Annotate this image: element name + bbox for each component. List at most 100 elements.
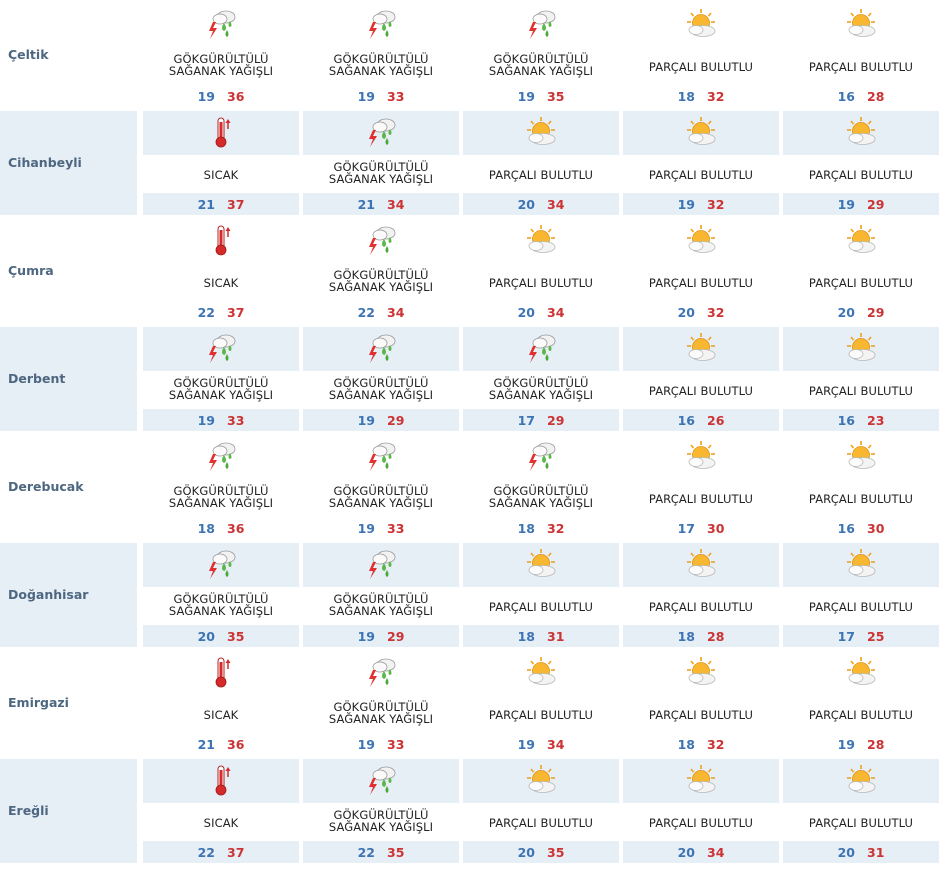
temperatures: 22 37 xyxy=(143,845,299,860)
city-name[interactable]: Çeltik xyxy=(8,47,49,62)
forecast-day-cell: GÖKGÜRÜLTÜLÜ SAĞANAK YAĞIŞLI 22 35 xyxy=(303,759,459,863)
weather-description: SICAK xyxy=(143,169,299,181)
max-temp: 33 xyxy=(387,737,405,752)
forecast-row: Cihanbeyli SICAK 21 37 GÖKGÜRÜLTÜLÜ SAĞANAK Y… xyxy=(0,111,950,215)
max-temp: 35 xyxy=(227,629,245,644)
min-temp: 22 xyxy=(197,305,215,320)
thunder-shower-icon xyxy=(364,547,398,581)
min-temp: 20 xyxy=(517,845,535,860)
band xyxy=(143,841,299,863)
forecast-day-cell: GÖKGÜRÜLTÜLÜ SAĞANAK YAĞIŞLI 19 33 xyxy=(303,3,459,107)
partly-cloudy-icon xyxy=(524,763,558,797)
min-temp: 20 xyxy=(837,305,855,320)
weather-description: PARÇALI BULUTLU xyxy=(623,169,779,181)
weather-description: GÖKGÜRÜLTÜLÜ SAĞANAK YAĞIŞLI xyxy=(463,377,619,401)
weather-description-line: SICAK xyxy=(203,276,239,290)
max-temp: 28 xyxy=(867,89,885,104)
band xyxy=(463,841,619,863)
city-name[interactable]: Cihanbeyli xyxy=(8,155,82,170)
weather-description: GÖKGÜRÜLTÜLÜ SAĞANAK YAĞIŞLI xyxy=(463,53,619,77)
min-temp: 18 xyxy=(517,629,535,644)
city-name[interactable]: Emirgazi xyxy=(8,695,69,710)
partly-cloudy-icon xyxy=(844,439,878,473)
band xyxy=(143,327,299,371)
thunder-shower-icon xyxy=(524,439,558,473)
weather-description-line: SAĞANAK YAĞIŞLI xyxy=(328,280,434,294)
band xyxy=(303,759,459,803)
min-temp: 19 xyxy=(837,197,855,212)
min-temp: 22 xyxy=(357,845,375,860)
city-name[interactable]: Derbent xyxy=(8,371,66,386)
weather-description: GÖKGÜRÜLTÜLÜ SAĞANAK YAĞIŞLI xyxy=(143,377,299,401)
weather-description-line: PARÇALI BULUTLU xyxy=(808,708,914,722)
max-temp: 31 xyxy=(547,629,565,644)
forecast-day-cell: GÖKGÜRÜLTÜLÜ SAĞANAK YAĞIŞLI 19 33 xyxy=(303,435,459,539)
weather-description-line: PARÇALI BULUTLU xyxy=(808,600,914,614)
partly-cloudy-icon xyxy=(524,655,558,689)
partly-cloudy-icon xyxy=(684,115,718,149)
weather-description-line: SAĞANAK YAĞIŞLI xyxy=(488,388,594,402)
max-temp: 29 xyxy=(387,629,405,644)
band xyxy=(463,625,619,647)
min-temp: 19 xyxy=(357,521,375,536)
weather-description-line: PARÇALI BULUTLU xyxy=(488,600,594,614)
max-temp: 37 xyxy=(227,305,245,320)
forecast-day-cell: PARÇALI BULUTLU 20 34 xyxy=(623,759,779,863)
min-temp: 19 xyxy=(837,737,855,752)
weather-description: GÖKGÜRÜLTÜLÜ SAĞANAK YAĞIŞLI xyxy=(143,53,299,77)
city-name[interactable]: Doğanhisar xyxy=(8,587,89,602)
weather-description: PARÇALI BULUTLU xyxy=(463,277,619,289)
temperatures: 18 32 xyxy=(463,521,619,536)
band xyxy=(783,409,939,431)
temperatures: 19 29 xyxy=(783,197,939,212)
temperatures: 16 30 xyxy=(783,521,939,536)
band xyxy=(623,409,779,431)
weather-description: PARÇALI BULUTLU xyxy=(783,493,939,505)
weather-description-line: PARÇALI BULUTLU xyxy=(648,276,754,290)
band xyxy=(303,193,459,215)
city-cell: Emirgazi xyxy=(0,651,140,755)
city-name[interactable]: Ereğli xyxy=(8,803,49,818)
temperatures: 19 29 xyxy=(303,413,459,428)
forecast-day-cell: PARÇALI BULUTLU 16 26 xyxy=(623,327,779,431)
weather-description-line: PARÇALI BULUTLU xyxy=(648,168,754,182)
weather-description-line: PARÇALI BULUTLU xyxy=(488,708,594,722)
thunder-shower-icon xyxy=(204,547,238,581)
min-temp: 16 xyxy=(837,521,855,536)
partly-cloudy-icon xyxy=(844,223,878,257)
weather-description-line: SAĞANAK YAĞIŞLI xyxy=(168,388,274,402)
forecast-day-cell: GÖKGÜRÜLTÜLÜ SAĞANAK YAĞIŞLI 18 36 xyxy=(143,435,299,539)
weather-description: GÖKGÜRÜLTÜLÜ SAĞANAK YAĞIŞLI xyxy=(463,485,619,509)
weather-description: SICAK xyxy=(143,709,299,721)
temperatures: 20 34 xyxy=(623,845,779,860)
weather-description: GÖKGÜRÜLTÜLÜ SAĞANAK YAĞIŞLI xyxy=(143,485,299,509)
forecast-day-cell: GÖKGÜRÜLTÜLÜ SAĞANAK YAĞIŞLI 21 34 xyxy=(303,111,459,215)
max-temp: 26 xyxy=(707,413,725,428)
weather-description: PARÇALI BULUTLU xyxy=(623,709,779,721)
thunder-shower-icon xyxy=(204,331,238,365)
min-temp: 18 xyxy=(197,521,215,536)
partly-cloudy-icon xyxy=(524,223,558,257)
city-name[interactable]: Çumra xyxy=(8,263,54,278)
city-cell: Cihanbeyli xyxy=(0,111,140,215)
min-temp: 18 xyxy=(677,89,695,104)
min-temp: 16 xyxy=(837,89,855,104)
band xyxy=(623,193,779,215)
temperatures: 18 36 xyxy=(143,521,299,536)
city-name[interactable]: Derebucak xyxy=(8,479,84,494)
weather-description: PARÇALI BULUTLU xyxy=(623,817,779,829)
thermometer-hot-icon xyxy=(204,655,238,689)
weather-description-line: GÖKGÜRÜLTÜLÜ xyxy=(493,52,589,66)
weather-description-line: GÖKGÜRÜLTÜLÜ xyxy=(333,592,429,606)
weather-description-line: SAĞANAK YAĞIŞLI xyxy=(168,64,274,78)
weather-description-line: GÖKGÜRÜLTÜLÜ xyxy=(333,160,429,174)
forecast-row: Çeltik GÖKGÜRÜLTÜLÜ SAĞANAK YAĞIŞLI 19 36 GÖK… xyxy=(0,3,950,107)
max-temp: 31 xyxy=(867,845,885,860)
max-temp: 23 xyxy=(867,413,885,428)
temperatures: 20 34 xyxy=(463,197,619,212)
max-temp: 30 xyxy=(707,521,725,536)
max-temp: 33 xyxy=(227,413,245,428)
partly-cloudy-icon xyxy=(684,655,718,689)
min-temp: 17 xyxy=(677,521,695,536)
min-temp: 22 xyxy=(357,305,375,320)
